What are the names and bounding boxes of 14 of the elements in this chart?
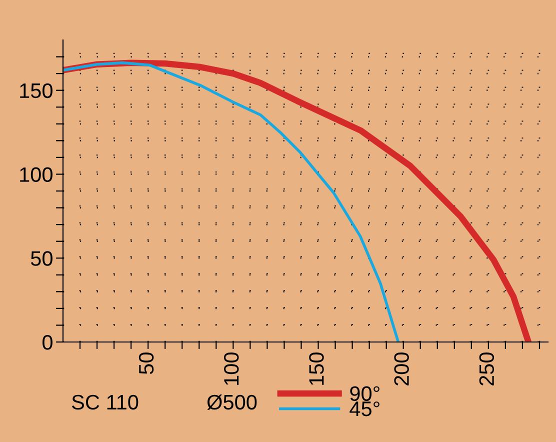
y-tick-label: 150 [20,83,52,98]
x-tick-label: 200 [394,352,409,386]
text: SC 110 [72,394,138,410]
y-tick-label: 0 [42,335,52,350]
y-tick-label: 100 [20,167,52,182]
x-tick-label: 50 [138,352,154,374]
x-tick-label: 100 [224,352,239,385]
legend-label: 45° [350,401,380,416]
x-tick-label: 250 [479,352,494,386]
x-tick-label: 150 [309,352,324,385]
y-tick-label: 50 [30,251,52,266]
line-series [63,61,400,342]
legend-label: 90° [350,386,380,401]
text: Ø500 [207,394,257,410]
